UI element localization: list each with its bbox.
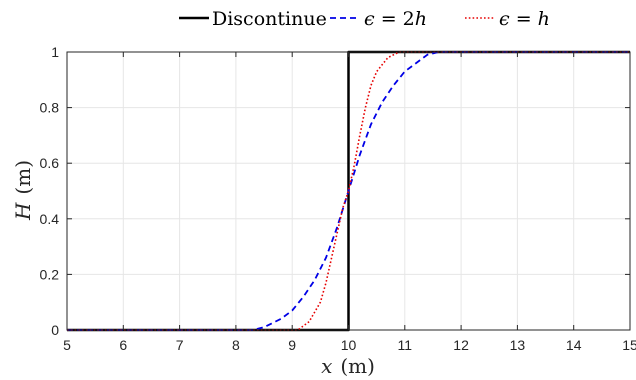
x-tick-label: 13: [510, 337, 526, 353]
y-tick-label: 0.8: [40, 100, 60, 116]
x-axis-unit: (m): [340, 354, 375, 378]
y-axis-label: H: [11, 202, 35, 221]
legend-eps-2h-h: h: [415, 8, 427, 30]
x-tick-label: 8: [232, 337, 240, 353]
legend: Discontinue ϵ = 2h ϵ = h: [179, 8, 550, 30]
x-tick-label: 6: [119, 337, 127, 353]
legend-eps-2h-symbol: ϵ: [364, 8, 375, 30]
x-axis-label: x: [321, 354, 332, 378]
x-tick-label: 5: [63, 337, 71, 353]
legend-eps-h-text: =: [510, 8, 538, 30]
y-axis-unit: (m): [11, 160, 35, 195]
series-layer: [67, 50, 630, 332]
legend-eps-h-h: h: [538, 8, 550, 30]
x-tick-label: 7: [176, 337, 184, 353]
x-tick-label: 11: [398, 337, 413, 353]
x-tick-label: 12: [453, 337, 469, 353]
y-axis-title: H (m): [11, 160, 35, 221]
x-tick-labels: 5 6 7 8 9 10 11 12 13 14 15: [63, 337, 636, 353]
y-tick-label: 0: [51, 322, 59, 338]
x-tick-label: 9: [288, 337, 296, 353]
legend-eps-h-symbol: ϵ: [499, 8, 510, 30]
x-tick-label: 10: [341, 337, 357, 353]
y-tick-labels: 0 0.2 0.4 0.6 0.8 1: [40, 44, 60, 338]
x-tick-label: 15: [622, 337, 636, 353]
legend-label-eps-2h: ϵ = 2h: [364, 8, 427, 30]
legend-label-discontinue: Discontinue: [212, 8, 327, 30]
y-tick-label: 1: [51, 44, 59, 60]
y-tick-label: 0.2: [40, 266, 60, 282]
y-tick-label: 0.6: [40, 155, 60, 171]
axes-ticks: [66, 51, 631, 331]
series-line-2: [67, 51, 630, 331]
series-line-3: [67, 51, 630, 331]
x-axis-title: x (m): [321, 354, 375, 378]
y-tick-label: 0.4: [40, 211, 60, 227]
legend-eps-2h-text: = 2: [375, 8, 415, 30]
legend-label-eps-h: ϵ = h: [499, 8, 550, 30]
x-tick-label: 14: [566, 337, 582, 353]
